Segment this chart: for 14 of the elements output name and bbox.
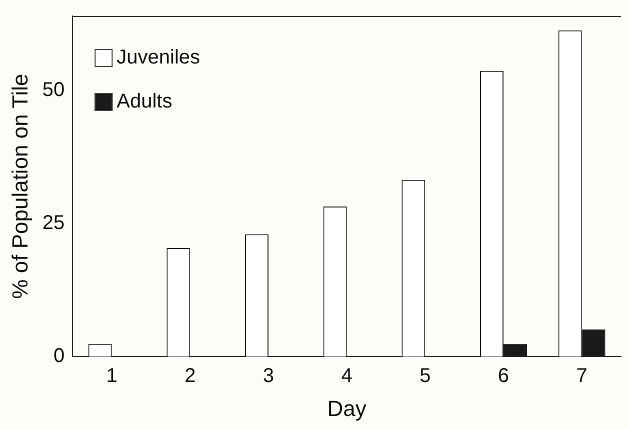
y-tick-label: 50 [42,79,65,102]
x-tick-label: 3 [262,365,274,388]
x-tick-label: 1 [106,365,118,388]
y-tick-label: 0 [54,345,65,368]
x-tick-label: 6 [498,365,510,388]
x-tick-label: 5 [420,365,431,388]
y-axis-title: % of Population on Tile [7,74,32,299]
legend-label: Juveniles [116,46,200,69]
x-tick-label: 7 [576,365,588,388]
x-tick-label: 2 [184,365,196,388]
x-tick-label: 4 [341,365,352,388]
x-axis-title: Day [327,396,366,421]
legend-label: Adults [116,90,172,113]
y-tick-label: 25 [42,212,65,234]
